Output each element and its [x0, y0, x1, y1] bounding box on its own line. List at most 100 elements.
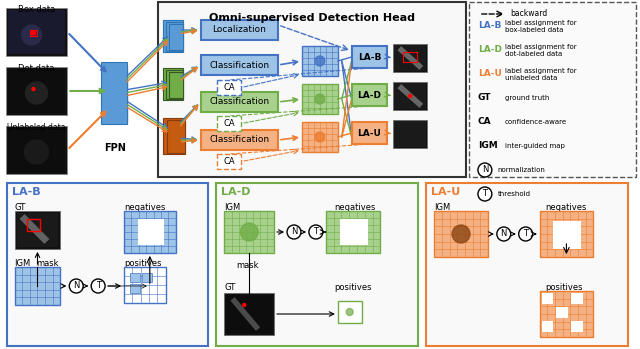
- Circle shape: [287, 225, 301, 239]
- Bar: [8, 10, 65, 54]
- Circle shape: [478, 163, 492, 177]
- Circle shape: [32, 88, 35, 90]
- Bar: [169, 72, 182, 98]
- Text: T: T: [95, 282, 100, 290]
- Text: positives: positives: [334, 283, 371, 292]
- Text: inter-guided map: inter-guided map: [505, 143, 564, 149]
- Circle shape: [315, 56, 325, 66]
- Text: label assignment for
unlabeled data: label assignment for unlabeled data: [505, 67, 577, 81]
- Bar: [166, 22, 182, 51]
- Circle shape: [518, 227, 532, 241]
- Text: N: N: [482, 165, 488, 174]
- Bar: [200, 92, 278, 112]
- Bar: [572, 321, 583, 332]
- Circle shape: [315, 94, 325, 104]
- Text: mask: mask: [36, 259, 59, 268]
- Text: positives: positives: [124, 259, 161, 268]
- Text: IGM: IGM: [15, 259, 31, 268]
- Text: Unlabeled data: Unlabeled data: [7, 123, 66, 132]
- Text: LA-D: LA-D: [358, 90, 381, 99]
- Circle shape: [91, 279, 105, 293]
- Bar: [216, 183, 419, 346]
- Text: Classification: Classification: [209, 97, 269, 106]
- Bar: [572, 293, 583, 304]
- Text: GT: GT: [15, 203, 26, 212]
- Bar: [17, 213, 58, 247]
- Bar: [469, 2, 636, 177]
- Bar: [351, 122, 387, 144]
- Bar: [394, 121, 426, 147]
- Text: T: T: [523, 230, 528, 238]
- Bar: [541, 321, 554, 332]
- Text: Omni-supervised Detection Head: Omni-supervised Detection Head: [209, 13, 415, 23]
- Bar: [158, 2, 466, 177]
- Text: LA-D: LA-D: [221, 187, 251, 197]
- Bar: [15, 267, 60, 305]
- Bar: [218, 116, 241, 131]
- Text: backward: backward: [511, 9, 548, 18]
- Bar: [394, 82, 428, 110]
- Text: Dot data: Dot data: [19, 64, 54, 73]
- Circle shape: [315, 132, 325, 142]
- Bar: [227, 295, 272, 333]
- Circle shape: [309, 225, 323, 239]
- Bar: [15, 211, 60, 249]
- Text: GT: GT: [225, 283, 236, 292]
- Bar: [302, 122, 338, 152]
- Text: Localization: Localization: [212, 25, 266, 35]
- Text: LA-U: LA-U: [358, 128, 381, 138]
- Bar: [142, 273, 152, 282]
- Text: Box data: Box data: [18, 5, 55, 14]
- Bar: [104, 65, 127, 123]
- Text: threshold: threshold: [498, 191, 531, 197]
- Circle shape: [409, 95, 412, 97]
- Bar: [225, 211, 274, 253]
- Bar: [167, 120, 184, 153]
- Text: LA-D: LA-D: [478, 45, 502, 54]
- Circle shape: [478, 187, 492, 201]
- Text: label assignment for
box-labeled data: label assignment for box-labeled data: [505, 20, 577, 32]
- Bar: [130, 273, 140, 282]
- Circle shape: [452, 225, 470, 243]
- Bar: [340, 219, 367, 245]
- Text: negatives: negatives: [334, 203, 375, 212]
- Bar: [200, 20, 278, 40]
- Text: N: N: [73, 282, 79, 290]
- Text: LA-B: LA-B: [358, 52, 381, 61]
- Bar: [557, 307, 568, 318]
- Text: Classification: Classification: [209, 135, 269, 144]
- Bar: [124, 267, 166, 303]
- Bar: [200, 55, 278, 75]
- Text: GT: GT: [478, 94, 492, 103]
- Bar: [8, 128, 65, 172]
- Text: LA-B: LA-B: [478, 22, 501, 30]
- Text: negatives: negatives: [124, 203, 165, 212]
- Bar: [554, 221, 581, 249]
- Text: normalization: normalization: [498, 167, 546, 173]
- Bar: [169, 24, 182, 50]
- Bar: [130, 284, 140, 293]
- Bar: [351, 84, 387, 106]
- Bar: [101, 62, 127, 124]
- Text: CA: CA: [223, 119, 235, 128]
- Text: N: N: [291, 228, 297, 237]
- Text: CA: CA: [478, 118, 492, 126]
- Text: CA: CA: [223, 83, 235, 92]
- Text: IGM: IGM: [434, 203, 451, 212]
- Bar: [200, 130, 278, 150]
- Bar: [338, 301, 362, 323]
- Circle shape: [346, 309, 353, 315]
- Bar: [426, 183, 628, 346]
- Bar: [124, 211, 176, 253]
- Bar: [218, 154, 241, 169]
- Text: ground truth: ground truth: [505, 95, 549, 101]
- Bar: [225, 293, 274, 335]
- Bar: [6, 126, 67, 174]
- Circle shape: [26, 82, 47, 104]
- Text: positives: positives: [545, 283, 583, 292]
- Text: CA: CA: [223, 157, 235, 166]
- Text: Classification: Classification: [209, 60, 269, 69]
- Circle shape: [31, 31, 35, 35]
- Bar: [434, 211, 488, 257]
- Bar: [138, 219, 164, 245]
